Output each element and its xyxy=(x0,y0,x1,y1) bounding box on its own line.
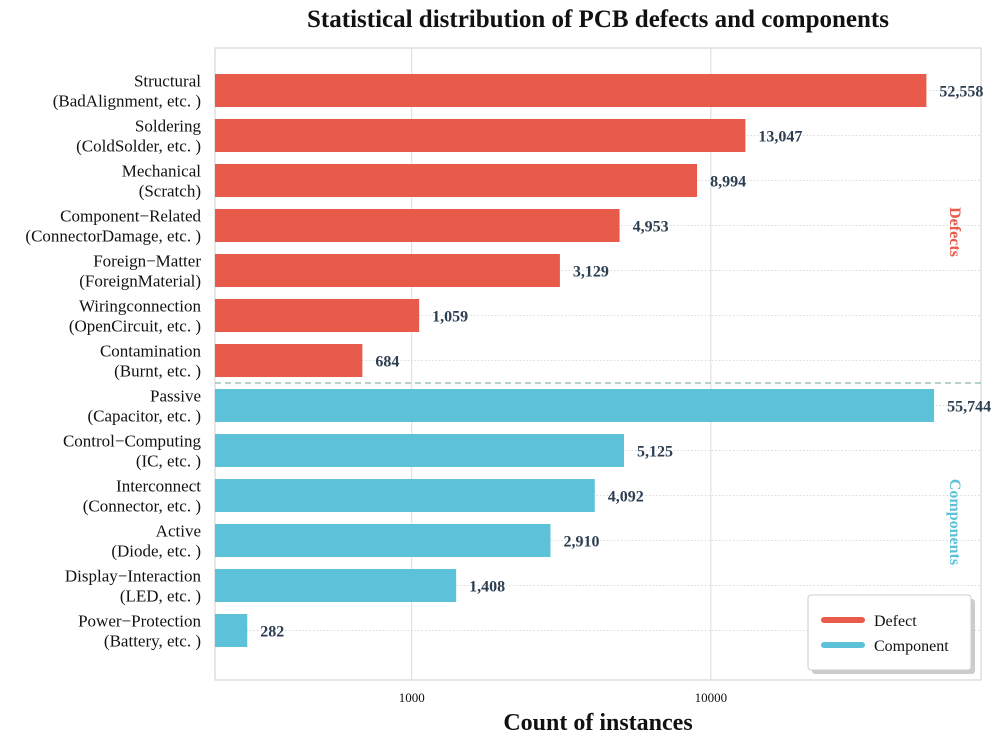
axis-layer: 1000 10000 Structural(BadAlignment, etc. )… xyxy=(25,72,727,706)
legend: Defect Component xyxy=(807,594,975,674)
bar xyxy=(215,479,595,512)
bar-value-label: 13,047 xyxy=(758,129,802,146)
bar-layer xyxy=(215,74,935,647)
bar xyxy=(215,164,698,197)
category-sublabel: (Diode, etc. ) xyxy=(111,542,201,561)
category-label: Wiringconnection xyxy=(79,297,202,316)
category-label: Foreign−Matter xyxy=(93,252,201,271)
category-sublabel: (Connector, etc. ) xyxy=(83,497,201,516)
bar xyxy=(215,119,746,152)
category-sublabel: (ColdSolder, etc. ) xyxy=(76,137,201,156)
legend-box xyxy=(807,594,972,671)
bar-value-label: 55,744 xyxy=(947,399,991,416)
category-label: Control−Computing xyxy=(63,432,202,451)
category-label: Soldering xyxy=(135,117,202,136)
category-sublabel: (Capacitor, etc. ) xyxy=(87,407,201,426)
category-sublabel: (Battery, etc. ) xyxy=(104,632,201,651)
category-label: Structural xyxy=(134,72,201,91)
bar xyxy=(215,254,560,287)
category-sublabel: (ForeignMaterial) xyxy=(79,272,201,291)
bar xyxy=(215,389,935,422)
bar xyxy=(215,299,420,332)
category-sublabel: (Burnt, etc. ) xyxy=(114,362,201,381)
category-label: Passive xyxy=(150,387,201,406)
bar xyxy=(215,74,927,107)
category-label: Interconnect xyxy=(116,477,201,496)
category-label: Component−Related xyxy=(60,207,201,226)
chart-title: Statistical distribution of PCB defects … xyxy=(307,6,889,33)
bar xyxy=(215,524,551,557)
bar-value-label: 1,408 xyxy=(469,579,505,596)
bar xyxy=(215,434,625,467)
category-sublabel: (ConnectorDamage, etc. ) xyxy=(25,227,201,246)
bar-value-label: 2,910 xyxy=(563,534,599,551)
section-label-defects: Defects xyxy=(946,207,963,257)
section-label-components: Components xyxy=(946,479,963,565)
bar-value-label: 1,059 xyxy=(432,309,468,326)
label-layer: 52,558 13,047 8,994 4,953 3,129 1,059 684 55,74… xyxy=(260,84,991,641)
legend-label-defect: Defect xyxy=(874,613,917,630)
bar xyxy=(215,344,363,377)
category-label: Power−Protection xyxy=(78,612,201,631)
bar-value-label: 684 xyxy=(375,354,399,371)
category-sublabel: (IC, etc. ) xyxy=(136,452,201,471)
category-sublabel: (Scratch) xyxy=(139,182,201,201)
category-label: Display−Interaction xyxy=(65,567,202,586)
x-axis-label: Count of instances xyxy=(503,710,692,736)
category-label: Contamination xyxy=(100,342,202,361)
bar xyxy=(215,614,248,647)
bar-value-label: 4,953 xyxy=(633,219,669,236)
bar-value-label: 8,994 xyxy=(710,174,746,191)
category-sublabel: (OpenCircuit, etc. ) xyxy=(69,317,201,336)
bar xyxy=(215,569,457,602)
bar xyxy=(215,209,620,242)
bar-value-label: 3,129 xyxy=(573,264,609,281)
category-sublabel: (BadAlignment, etc. ) xyxy=(53,92,201,111)
bar-value-label: 52,558 xyxy=(939,84,983,101)
legend-label-component: Component xyxy=(874,638,949,655)
category-label: Mechanical xyxy=(122,162,202,181)
x-tick-label: 10000 xyxy=(695,690,728,705)
bar-value-label: 282 xyxy=(260,624,284,641)
category-label: Active xyxy=(156,522,201,541)
x-tick-label: 1000 xyxy=(399,690,425,705)
category-sublabel: (LED, etc. ) xyxy=(120,587,201,606)
bar-value-label: 4,092 xyxy=(608,489,644,506)
bar-value-label: 5,125 xyxy=(637,444,673,461)
